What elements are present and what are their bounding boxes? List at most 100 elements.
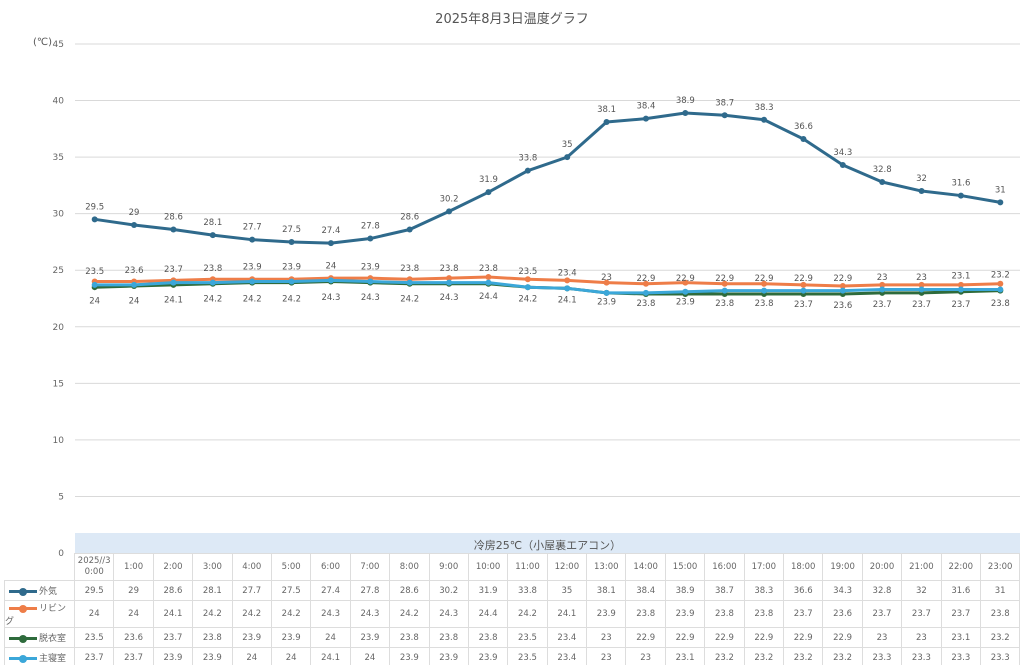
table-header-cell: 7:00 <box>349 553 391 581</box>
data-label: 22.9 <box>794 274 813 284</box>
data-label: 23.1 <box>951 272 970 282</box>
table-header-cell: 21:00 <box>901 553 942 581</box>
table-cell: 38.7 <box>704 580 745 601</box>
data-point <box>209 232 216 239</box>
data-point <box>839 283 846 290</box>
table-cell: 28.6 <box>389 580 430 601</box>
legend-line-icon <box>9 634 37 643</box>
data-label: 23.7 <box>873 300 892 310</box>
data-label: 28.6 <box>164 213 183 223</box>
table-cell: 27.8 <box>349 580 391 601</box>
table-cell: 34.3 <box>822 580 863 601</box>
data-label: 23.8 <box>440 264 459 274</box>
table-cell: 23 <box>586 647 627 665</box>
table-cell: 31 <box>979 580 1021 601</box>
table-cell: 23.9 <box>389 647 430 665</box>
table-cell: 29.5 <box>73 580 115 601</box>
data-label: 24.1 <box>558 295 577 305</box>
data-label: 29 <box>129 208 140 218</box>
data-table: 2025//3 0:00 1:00 2:00 3:00 4:00 5:00 6:00 7:00 8… <box>4 553 1021 665</box>
table-cell: 23.8 <box>743 600 785 628</box>
data-point <box>131 281 138 288</box>
data-point <box>721 280 728 287</box>
series-name: リビング <box>5 604 67 627</box>
table-cell: 36.6 <box>783 580 824 601</box>
data-point <box>485 189 492 196</box>
data-label: 23.8 <box>991 299 1010 309</box>
data-label: 23.4 <box>558 268 577 278</box>
table-cell: 24 <box>113 600 154 628</box>
data-label: 23.8 <box>203 264 222 274</box>
series-name: 脱衣室 <box>39 634 67 644</box>
y-tick-label: 5 <box>58 492 64 502</box>
table-header-cell: 4:00 <box>231 553 272 581</box>
data-point <box>249 278 256 285</box>
table-cell: 23 <box>861 627 903 648</box>
table-cell: 23.5 <box>507 647 548 665</box>
data-label: 23.9 <box>243 263 262 273</box>
data-point <box>446 208 453 215</box>
table-cell: 24.2 <box>389 600 430 628</box>
table-cell: 23.8 <box>428 627 469 648</box>
data-label: 24 <box>129 297 140 307</box>
data-point <box>564 285 571 292</box>
data-label: 23.6 <box>833 301 852 311</box>
table-cell: 24 <box>310 627 351 648</box>
table-cell: 22.9 <box>822 627 863 648</box>
data-label: 23 <box>601 273 612 283</box>
data-point <box>367 278 374 285</box>
data-point <box>682 288 689 295</box>
data-point <box>642 289 649 296</box>
table-header-cell: 8:00 <box>389 553 430 581</box>
data-label: 24.1 <box>164 295 183 305</box>
table-cell: 22.9 <box>783 627 824 648</box>
data-label: 23.8 <box>755 299 774 309</box>
data-point <box>879 286 886 293</box>
table-cell: 23.5 <box>73 627 115 648</box>
data-label: 22.9 <box>755 274 774 284</box>
data-label: 32.8 <box>873 165 892 175</box>
table-cell: 24.3 <box>428 600 469 628</box>
data-point <box>839 162 846 169</box>
data-label: 31.9 <box>479 175 498 185</box>
series-name: 主寝室 <box>39 654 67 664</box>
table-header-cell: 22:00 <box>940 553 981 581</box>
table-cell: 23.2 <box>743 647 785 665</box>
data-point <box>957 281 964 288</box>
table-cell: 23 <box>586 627 627 648</box>
data-point <box>839 287 846 294</box>
data-point <box>327 277 334 284</box>
data-label: 27.5 <box>282 225 301 235</box>
table-header-cell: 18:00 <box>783 553 824 581</box>
data-label: 38.9 <box>676 96 695 106</box>
table-cell: 23.9 <box>270 627 312 648</box>
data-label: 27.8 <box>361 222 380 232</box>
cooling-band: 冷房25℃（小屋裏エアコン） <box>75 533 1020 553</box>
table-header-cell: 5:00 <box>270 553 312 581</box>
data-point <box>288 278 295 285</box>
data-label: 33.8 <box>518 154 537 164</box>
y-axis-unit: (℃) <box>33 37 53 48</box>
table-cell: 23.4 <box>546 647 588 665</box>
table-cell: 24.1 <box>546 600 588 628</box>
table-cell: 38.4 <box>625 580 666 601</box>
table-header-cell: 10:00 <box>467 553 509 581</box>
data-label: 23.5 <box>518 267 537 277</box>
y-tick-label: 10 <box>53 436 65 446</box>
table-cell: 23.2 <box>704 647 745 665</box>
table-cell: 23.8 <box>467 627 509 648</box>
table-cell: 24.1 <box>152 600 194 628</box>
data-label: 32 <box>916 174 927 184</box>
table-cell: 23.7 <box>113 647 154 665</box>
legend-key: 主寝室 <box>4 647 75 665</box>
data-label: 23.8 <box>715 299 734 309</box>
data-point <box>603 289 610 296</box>
data-label: 24.2 <box>203 294 222 304</box>
data-label: 34.3 <box>833 148 852 158</box>
data-label: 23.6 <box>125 266 144 276</box>
data-point <box>761 116 768 123</box>
table-cell: 24.2 <box>231 600 272 628</box>
data-point <box>918 286 925 293</box>
data-point <box>879 281 886 288</box>
